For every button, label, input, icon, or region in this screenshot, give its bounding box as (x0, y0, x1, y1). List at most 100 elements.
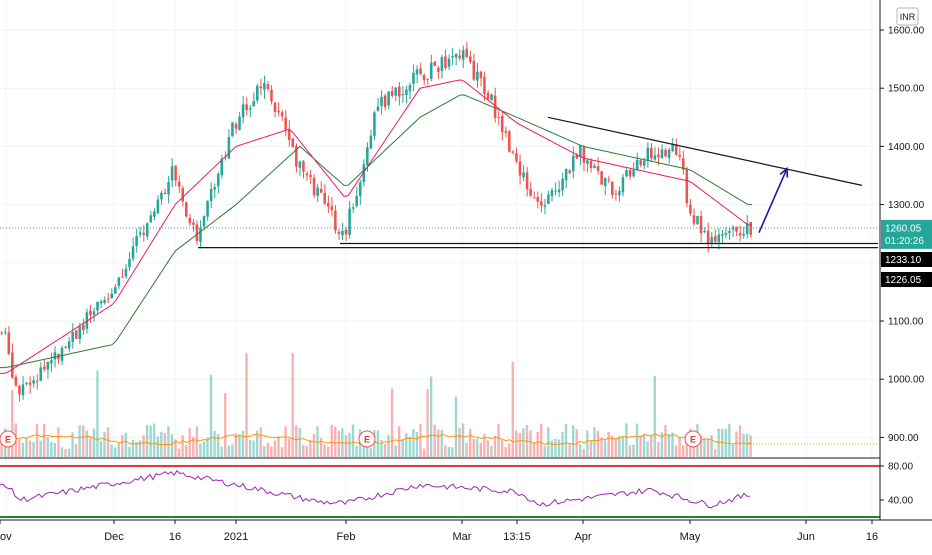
volume-bar (60, 447, 64, 457)
candle-body (735, 226, 738, 232)
candle-body (241, 104, 245, 118)
projection-arrow-head[interactable] (779, 166, 789, 178)
candle-body (692, 215, 696, 224)
candle-body (440, 57, 444, 71)
volume-bar (508, 443, 511, 457)
volume-bar (582, 448, 585, 457)
volume-bar (273, 440, 277, 457)
candle-body (657, 154, 660, 158)
currency-box-frame[interactable] (896, 7, 919, 26)
last-price-text: 1260.05 (885, 223, 922, 234)
volume-bar (415, 431, 419, 457)
candle-body (493, 95, 497, 118)
currency-indicator[interactable]: INR (896, 7, 919, 26)
volume-bar (128, 446, 131, 457)
volume-bar (412, 429, 415, 457)
volume-bar (731, 444, 735, 457)
descending-trendline[interactable] (547, 116, 863, 186)
candle-body (117, 277, 121, 286)
grid-lines (0, 0, 878, 520)
volume-bar (632, 444, 635, 457)
candle-body (362, 164, 366, 182)
candle-body (674, 144, 678, 155)
ema-slow-line (0, 94, 752, 369)
volume-bar (21, 442, 25, 457)
volume-bar (117, 443, 120, 457)
candle-body (224, 157, 227, 159)
volume-bar (476, 438, 479, 457)
earnings-marker-label: E (364, 435, 370, 445)
volume-bar (259, 427, 262, 457)
volume-bar (28, 440, 32, 457)
time-axis[interactable]: ov Dec 16 2021 Feb Mar 13:15 Apr May Jun 16 (0, 519, 932, 543)
volume-bar (67, 448, 71, 457)
support-lower-text: 1226.05 (885, 275, 922, 286)
candle-body (415, 69, 419, 75)
candle-body (394, 87, 397, 96)
candle-body (238, 116, 241, 131)
volume-bar (380, 439, 383, 457)
candle-body (270, 89, 273, 102)
candle-body (60, 347, 64, 361)
candle-body (703, 231, 706, 233)
candle-body (192, 222, 195, 225)
candle-body (18, 386, 21, 395)
candle-body (312, 178, 316, 196)
time-label: Dec (104, 531, 124, 543)
volume-bar (536, 431, 539, 457)
time-label: 16 (169, 531, 181, 543)
volume-bar (96, 370, 99, 457)
volume-bar (156, 436, 159, 457)
volume-bar (490, 445, 493, 457)
price-axis[interactable]: 1600.00 1500.00 1400.00 1300.00 1100.00 1000.… (879, 0, 925, 520)
volume-bar (387, 434, 390, 457)
volume-bar (628, 445, 632, 457)
candle-body (575, 154, 579, 159)
volume-bar (390, 388, 394, 457)
candle-body (678, 154, 681, 157)
candle-body (277, 110, 280, 113)
candle-body (582, 147, 586, 163)
volume-bar (298, 427, 301, 457)
volume-bar (256, 430, 259, 457)
volume-bar (642, 434, 646, 457)
time-label: May (680, 531, 701, 543)
volume-bar (351, 424, 355, 457)
volume-bar (192, 436, 195, 457)
volume-bar (529, 430, 532, 457)
candle-body (358, 182, 362, 196)
earnings-marker[interactable] (684, 430, 702, 448)
volume-ma-line (1, 433, 752, 446)
candle-body (518, 161, 522, 176)
volume-bar (621, 437, 624, 457)
projection-arrow[interactable] (758, 168, 788, 233)
candle-body (14, 376, 18, 386)
volume-bar (419, 423, 422, 457)
candle-body (64, 346, 67, 348)
volume-bar (710, 435, 713, 457)
drawing-tools[interactable] (198, 116, 878, 249)
candle-body (131, 246, 135, 259)
candle-body (568, 170, 571, 173)
candle-body (745, 223, 749, 234)
volume-bar (653, 375, 656, 457)
candle-body (689, 204, 692, 214)
volume-bar (35, 423, 39, 457)
volume-bar (337, 430, 340, 457)
candle-body (742, 233, 745, 236)
candle-body (717, 234, 721, 243)
price-label: 1000.00 (888, 375, 925, 386)
candle-body (160, 192, 163, 200)
earnings-marker[interactable] (358, 430, 376, 448)
candle-body (287, 128, 291, 140)
candle-body (43, 366, 46, 370)
volume-bar (106, 427, 110, 457)
earnings-marker[interactable] (0, 430, 17, 448)
volume-bar (39, 440, 42, 457)
volume-bar (611, 435, 614, 457)
volume-bar (57, 427, 60, 457)
support-lower-badge (881, 272, 932, 287)
